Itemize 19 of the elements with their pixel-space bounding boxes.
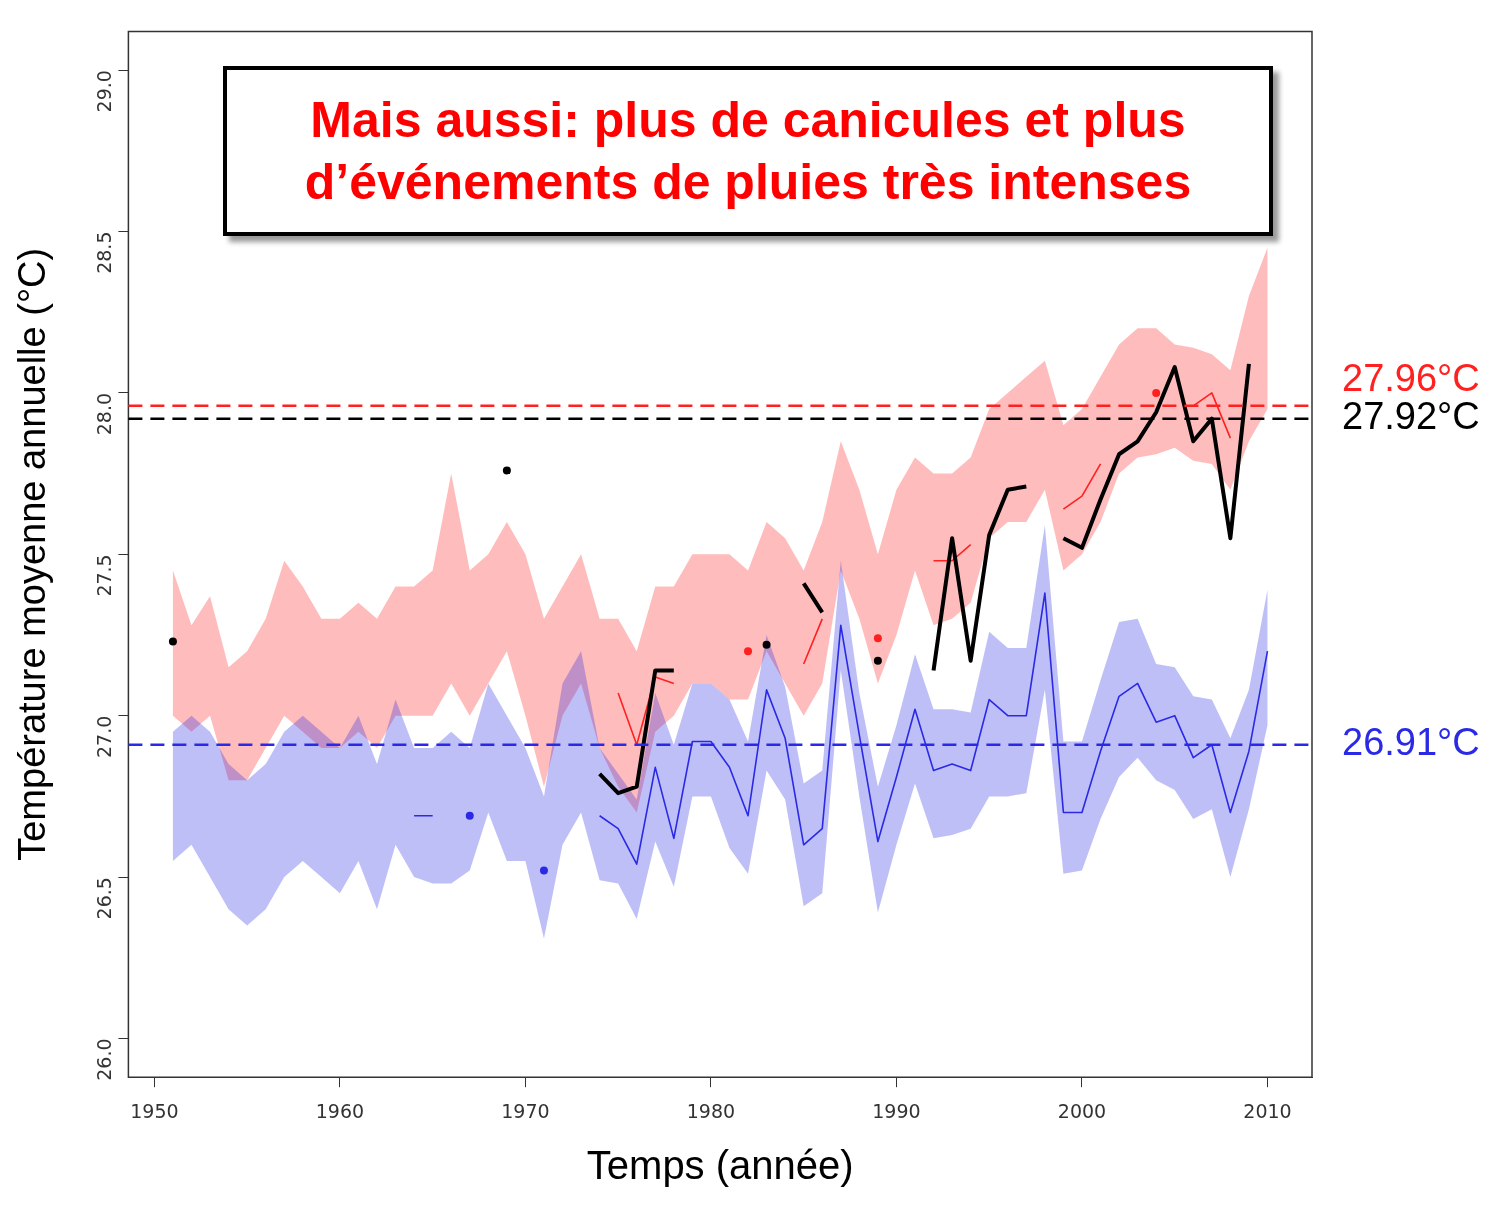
x-tick-label: 1960 bbox=[315, 1099, 365, 1122]
y-tick-label: 27.0 bbox=[93, 715, 116, 758]
ref-line-label: 26.91°C bbox=[1342, 721, 1480, 764]
y-tick-label: 28.0 bbox=[93, 392, 116, 436]
y-tick-label: 27.5 bbox=[93, 554, 116, 597]
annotation: Mais aussi: plus de canicules et plus d’événements de pluies très intenses bbox=[303, 90, 1193, 212]
y-tick-label: 26.5 bbox=[93, 877, 116, 920]
x-axis-title: Temps (année) bbox=[586, 1143, 854, 1188]
x-tick-label: 2010 bbox=[1243, 1099, 1292, 1122]
x-tick-label: 1970 bbox=[501, 1099, 550, 1122]
x-tick-label: 1980 bbox=[686, 1099, 736, 1122]
y-tick-label: 29.0 bbox=[93, 70, 116, 113]
y-axis-title: Température moyenne annuelle (°C) bbox=[11, 247, 54, 861]
y-tick-label: 28.5 bbox=[93, 231, 116, 274]
x-tick-label: 1990 bbox=[872, 1099, 921, 1122]
x-tick-label: 1950 bbox=[130, 1099, 179, 1122]
x-tick-label: 2000 bbox=[1057, 1099, 1107, 1122]
banner-box: Mais aussi: plus de canicules et plus d’événements de pluies très intenses bbox=[223, 66, 1273, 236]
y-tick-label: 26.0 bbox=[93, 1038, 116, 1081]
